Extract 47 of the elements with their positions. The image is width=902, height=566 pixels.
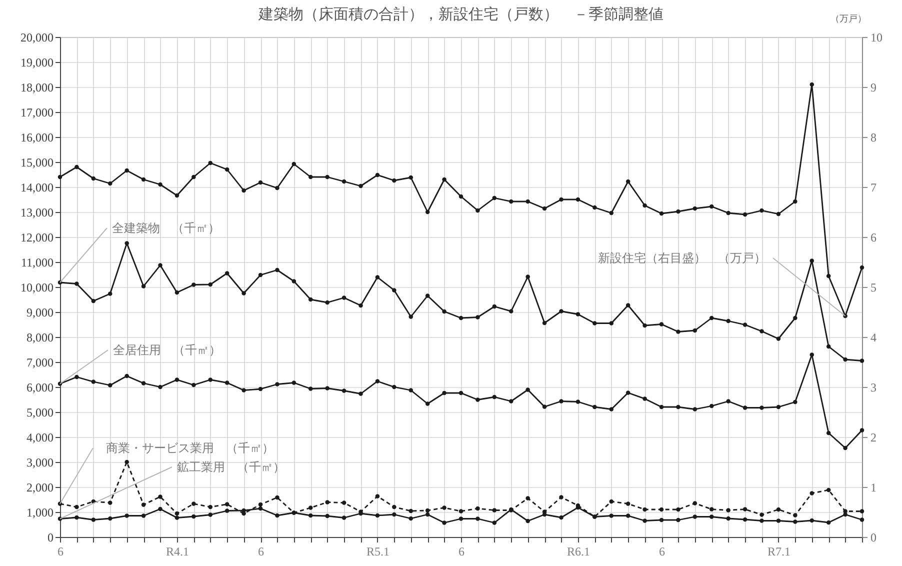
y-tick-label: 11,000: [20, 256, 54, 270]
chart-title: 建築物（床面積の合計），新設住宅（戸数） －季節調整値: [258, 6, 664, 23]
x-tick-label: R4.1: [166, 544, 189, 558]
y-tick-label: 10,000: [20, 280, 54, 294]
y-tick-label: 9,000: [26, 306, 54, 320]
y2-axis-title: （万戸）: [830, 14, 866, 24]
y-tick-label: 1,000: [26, 506, 54, 520]
y-tick-label: 13,000: [20, 206, 54, 220]
series-label: 商業・サービス業用 （千㎡）: [106, 441, 274, 455]
y-tick-label: 16,000: [20, 130, 54, 144]
x-tick-label: 6: [258, 544, 264, 558]
x-tick-label: 6: [58, 544, 64, 558]
y-tick-label: 6,000: [26, 380, 54, 394]
y-tick-label: 3,000: [26, 456, 54, 470]
y2-tick-label: 1: [870, 480, 876, 494]
y-tick-label: 14,000: [20, 180, 54, 194]
y2-tick-label: 6: [870, 230, 876, 244]
x-tick-label: R5.1: [366, 544, 390, 558]
text: 鉱工業用 （千㎡）: [177, 460, 285, 474]
y-tick-label: 2,000: [26, 480, 54, 494]
y2-tick-label: 8: [870, 130, 876, 144]
y-tick-label: 5,000: [26, 406, 54, 420]
series-label: 全建築物 （千㎡）: [112, 221, 220, 235]
y-tick-label: 19,000: [20, 56, 54, 70]
y2-tick-label: 5: [870, 280, 876, 294]
y2-tick-label: 7: [870, 180, 876, 194]
y-tick-label: 17,000: [20, 106, 54, 120]
y-tick-label: 12,000: [20, 230, 54, 244]
y-tick-label: 7,000: [26, 356, 54, 370]
y2-tick-label: 2: [870, 430, 876, 444]
x-tick-label: R7.1: [767, 544, 790, 558]
x-tick-label: 6: [458, 544, 464, 558]
y-tick-label: 18,000: [20, 80, 54, 94]
y2-tick-label: 0: [870, 530, 876, 544]
x-tick-label: 6: [659, 544, 665, 558]
y2-tick-label: 9: [870, 80, 876, 94]
y-tick-label: 8,000: [26, 330, 54, 344]
y-tick-label: 0: [48, 530, 54, 544]
series-label: 全居住用 （千㎡）: [113, 343, 221, 357]
y2-tick-label: 4: [870, 330, 876, 344]
y-tick-label: 15,000: [20, 156, 54, 170]
text: 新設住宅（右目盛） （万戸）: [598, 251, 766, 265]
x-tick-label: R6.1: [566, 544, 590, 558]
y2-tick-label: 3: [870, 380, 876, 394]
y-tick-label: 20,000: [20, 30, 54, 44]
y-tick-label: 4,000: [26, 430, 54, 444]
y2-tick-label: 10: [870, 30, 882, 44]
